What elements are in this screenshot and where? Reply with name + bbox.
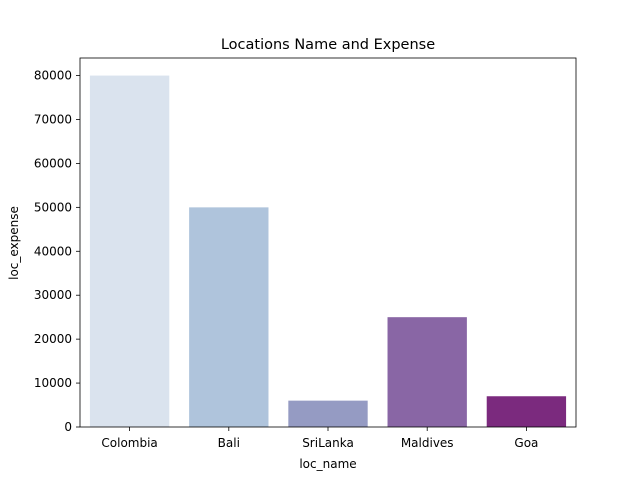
bar-srilanka (288, 400, 368, 427)
bar-maldives (387, 317, 467, 427)
bar-colombia (89, 75, 170, 428)
y-tick-label: 60000 (34, 156, 72, 170)
x-axis: Colombia Bali SriLanka Maldives Goa (101, 427, 538, 450)
x-tick-label: Goa (514, 436, 538, 450)
chart-title: Locations Name and Expense (221, 37, 435, 53)
y-tick-label: 40000 (34, 244, 72, 258)
y-tick-label: 20000 (34, 332, 72, 346)
y-tick-label: 30000 (34, 288, 72, 302)
x-axis-label: loc_name (299, 457, 356, 471)
x-tick-label: Bali (218, 436, 240, 450)
bars-group (89, 75, 567, 428)
y-axis: 0 10000 20000 30000 40000 50000 60000 70000 8000… (34, 69, 80, 434)
x-tick-label: Colombia (101, 436, 157, 450)
x-tick-label: SriLanka (302, 436, 354, 450)
y-tick-label: 80000 (34, 69, 72, 83)
y-tick-label: 10000 (34, 376, 72, 390)
bar-goa (486, 396, 567, 427)
y-axis-label: loc_expense (7, 206, 21, 280)
y-tick-label: 50000 (34, 200, 72, 214)
y-tick-label: 0 (64, 420, 72, 434)
bar-bali (189, 207, 269, 427)
x-tick-label: Maldives (401, 436, 454, 450)
y-tick-label: 70000 (34, 113, 72, 127)
